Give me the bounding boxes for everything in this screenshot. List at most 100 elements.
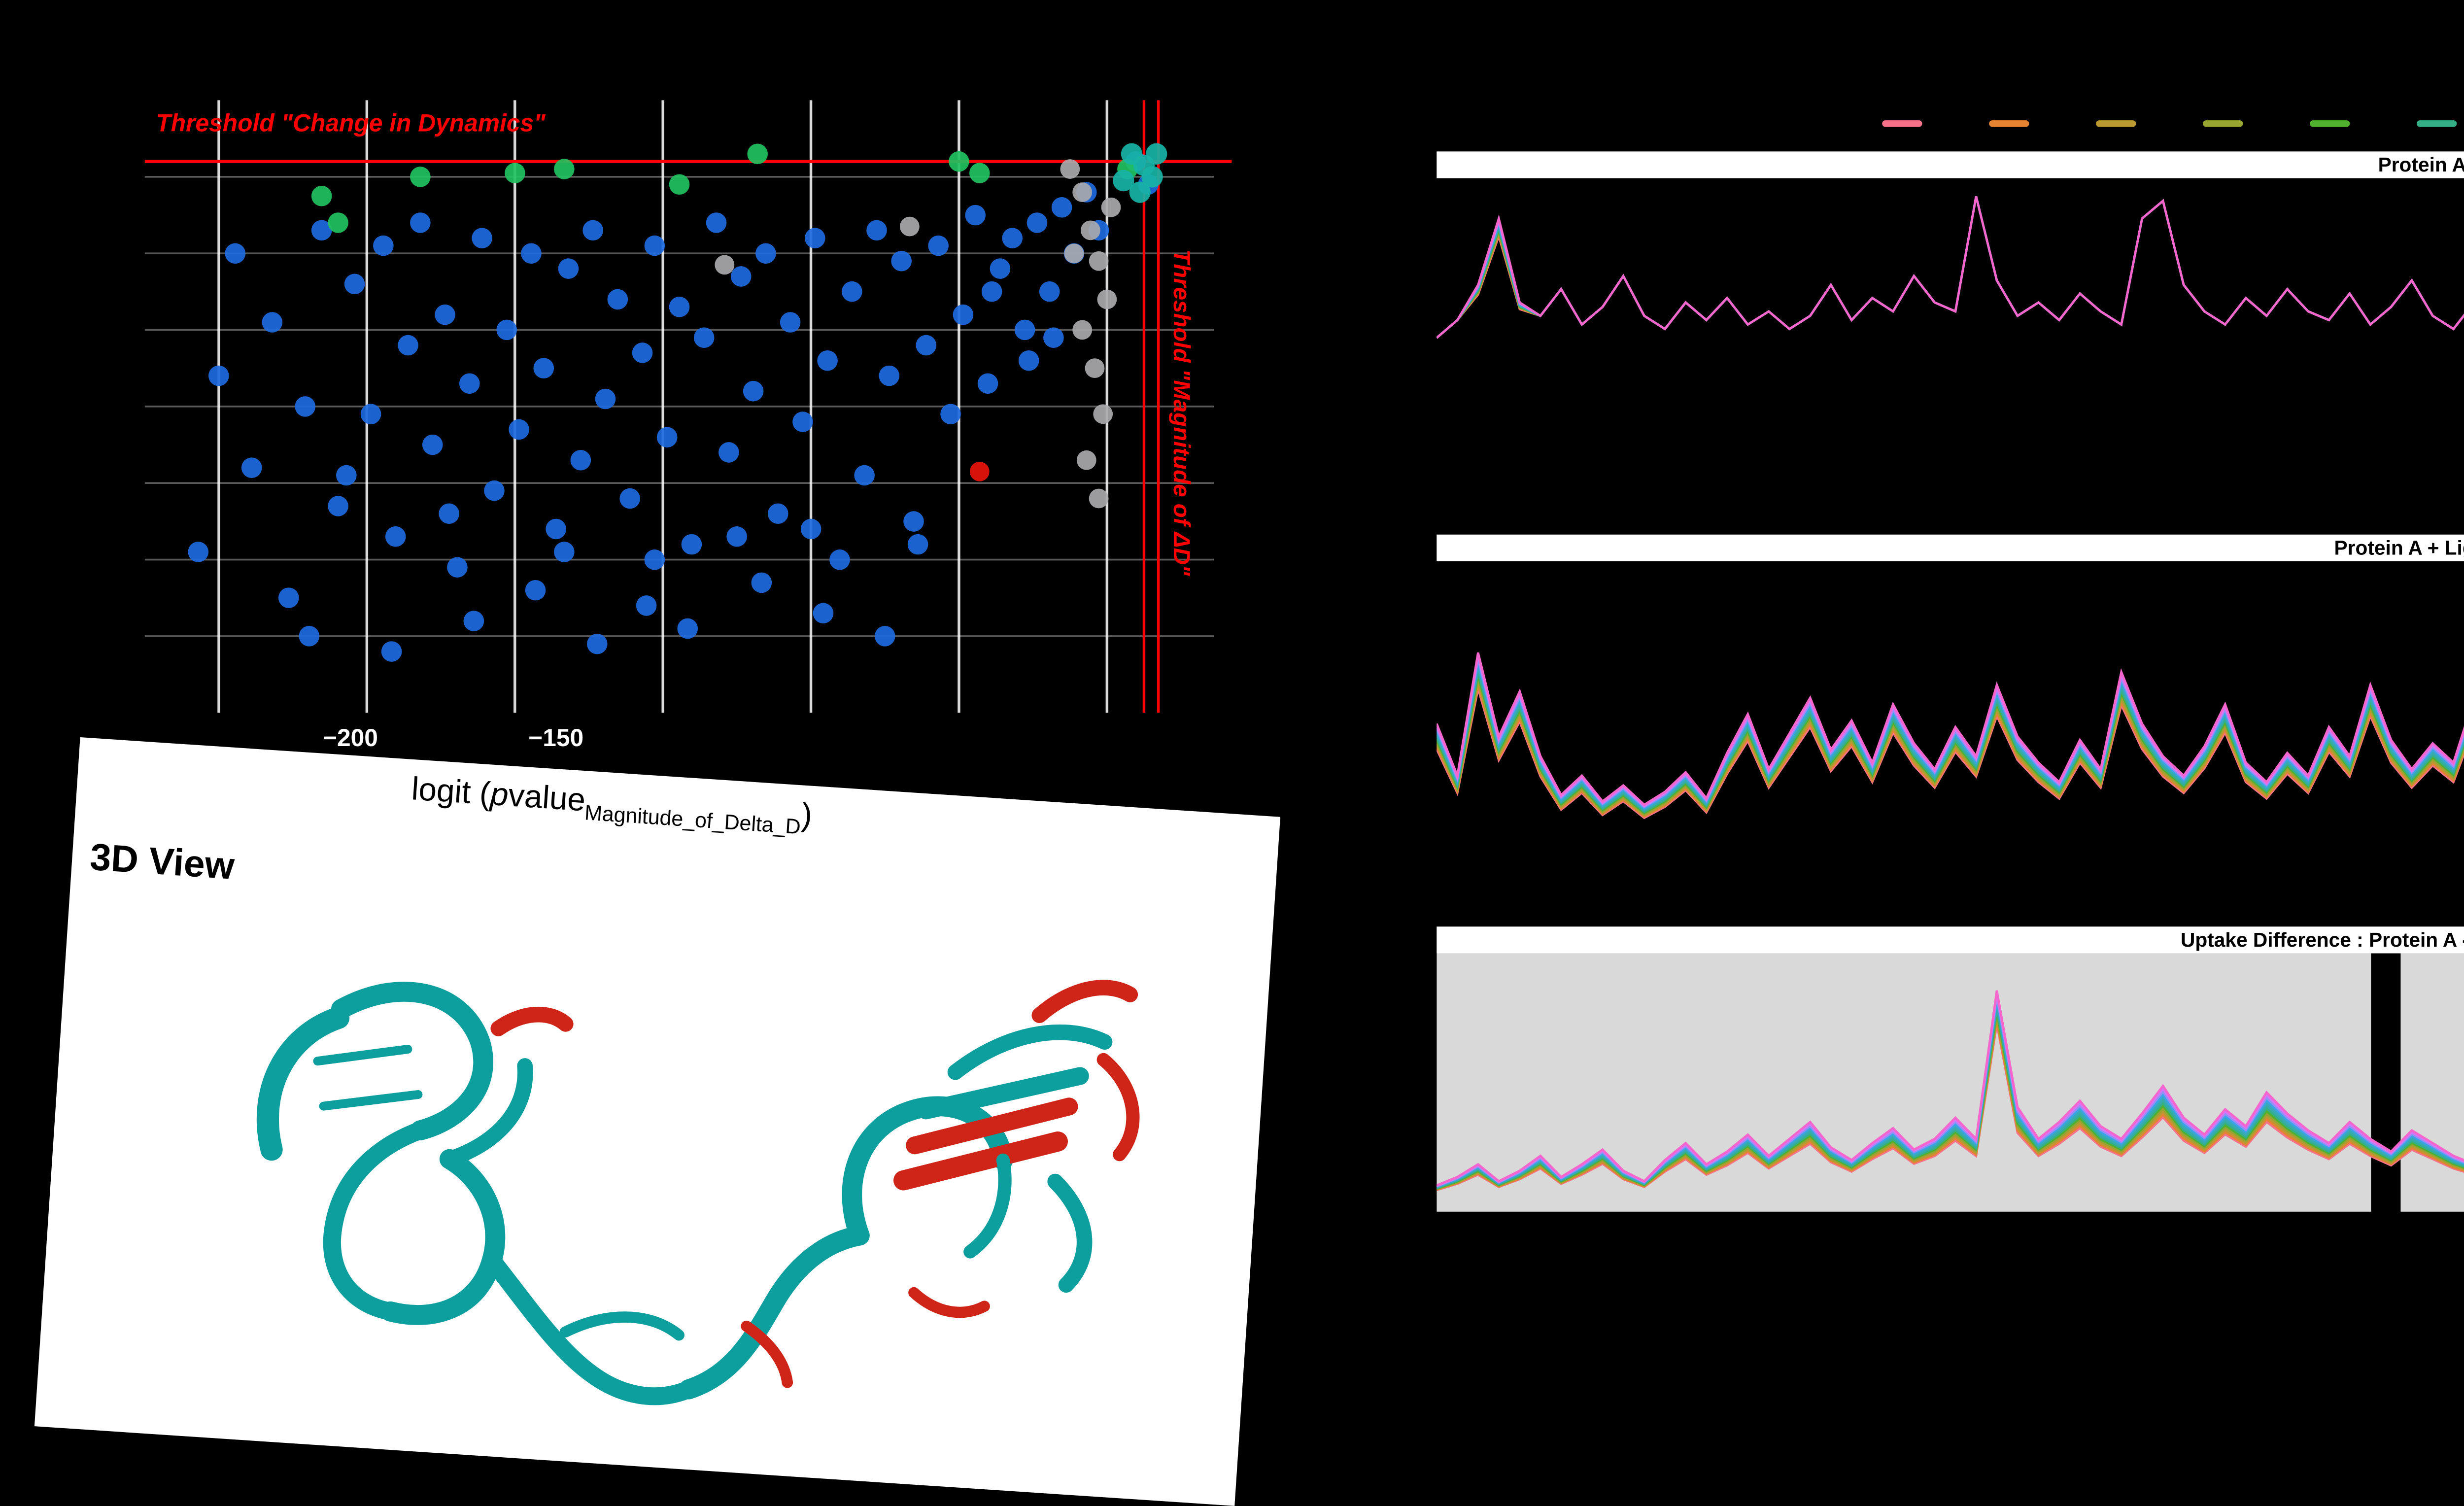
scatter-point-blue-points[interactable] (439, 503, 459, 524)
scatter-point-teal-points[interactable] (1145, 143, 1167, 165)
scatter-point-blue-points[interactable] (595, 388, 616, 410)
scatter-point-gray-points[interactable] (1076, 450, 1096, 470)
scatter-point-blue-points[interactable] (546, 518, 566, 540)
legend-swatch[interactable] (2309, 119, 2349, 128)
scatter-point-blue-points[interactable] (336, 465, 357, 486)
scatter-point-blue-points[interactable] (311, 220, 332, 241)
scatter-point-blue-points[interactable] (188, 542, 209, 562)
scatter-point-gray-points[interactable] (1097, 289, 1117, 309)
scatter-point-blue-points[interactable] (463, 611, 484, 631)
scatter-point-blue-points[interactable] (669, 297, 690, 317)
scatter-point-blue-points[interactable] (866, 220, 887, 241)
scatter-point-blue-points[interactable] (829, 549, 850, 570)
scatter-point-blue-points[interactable] (755, 243, 776, 264)
scatter-point-gray-points[interactable] (1081, 220, 1100, 240)
scatter-point-blue-points[interactable] (632, 342, 653, 363)
scatter-point-gray-points[interactable] (1101, 197, 1121, 217)
scatter-point-blue-points[interactable] (472, 228, 492, 248)
scatter-point-blue-points[interactable] (805, 228, 825, 248)
scatter-point-blue-points[interactable] (521, 243, 542, 264)
scatter-point-gray-points[interactable] (899, 216, 920, 237)
scatter-point-blue-points[interactable] (874, 626, 895, 647)
scatter-point-green-points[interactable] (328, 212, 348, 233)
scatter-point-blue-points[interactable] (677, 618, 698, 639)
scatter-point-blue-points[interactable] (813, 603, 834, 624)
scatter-point-blue-points[interactable] (726, 526, 747, 547)
scatter-point-blue-points[interactable] (558, 258, 579, 279)
scatter-point-blue-points[interactable] (903, 511, 924, 532)
scatter-point-gray-points[interactable] (1085, 358, 1105, 378)
scatter-point-blue-points[interactable] (208, 365, 229, 386)
scatter-point-blue-points[interactable] (328, 496, 348, 516)
protein-a-ligand-chart[interactable] (1437, 561, 2464, 914)
scatter-point-green-points[interactable] (554, 159, 575, 179)
scatter-point-blue-points[interactable] (241, 457, 262, 478)
scatter-point-blue-points[interactable] (385, 526, 406, 547)
series-line[interactable] (1437, 623, 2464, 815)
scatter-point-blue-points[interactable] (554, 542, 575, 562)
legend-swatch[interactable] (2415, 119, 2456, 128)
scatter-point-blue-points[interactable] (484, 480, 505, 501)
scatter-point-blue-points[interactable] (792, 411, 813, 432)
scatter-point-blue-points[interactable] (299, 626, 320, 647)
scatter-point-blue-points[interactable] (262, 312, 283, 333)
scatter-point-blue-points[interactable] (879, 365, 900, 386)
volcano-canvas[interactable] (144, 100, 1232, 713)
scatter-point-gray-points[interactable] (1093, 404, 1113, 424)
series-line[interactable] (1437, 196, 2464, 347)
scatter-point-blue-points[interactable] (780, 312, 801, 333)
legend-swatch[interactable] (2095, 119, 2136, 128)
scatter-point-blue-points[interactable] (730, 266, 752, 287)
scatter-point-blue-points[interactable] (582, 220, 603, 241)
scatter-point-blue-points[interactable] (854, 465, 875, 486)
scatter-point-blue-points[interactable] (344, 274, 365, 295)
scatter-point-blue-points[interactable] (1051, 197, 1072, 218)
legend-swatch[interactable] (1882, 119, 1922, 128)
series-line[interactable] (1437, 196, 2464, 342)
scatter-point-blue-points[interactable] (953, 304, 974, 325)
scatter-point-blue-points[interactable] (636, 595, 657, 616)
legend-swatch[interactable] (2202, 119, 2243, 128)
scatter-point-blue-points[interactable] (398, 335, 418, 356)
scatter-point-green-points[interactable] (669, 174, 690, 195)
scatter-point-blue-points[interactable] (706, 212, 727, 233)
scatter-point-blue-points[interactable] (1027, 212, 1048, 233)
scatter-point-gray-points[interactable] (1060, 159, 1080, 179)
volcano-plot[interactable] (144, 100, 1232, 713)
series-line[interactable] (1437, 575, 2464, 806)
scatter-point-blue-points[interactable] (410, 212, 431, 233)
scatter-point-green-points[interactable] (948, 151, 969, 172)
scatter-point-blue-points[interactable] (278, 587, 299, 608)
scatter-point-blue-points[interactable] (644, 549, 665, 570)
scatter-point-blue-points[interactable] (381, 641, 402, 662)
series-line[interactable] (1437, 196, 2464, 362)
series-line[interactable] (1437, 196, 2464, 396)
scatter-point-red-point[interactable] (969, 461, 990, 481)
series-line[interactable] (1437, 196, 2464, 376)
scatter-point-blue-points[interactable] (435, 304, 455, 325)
scatter-point-blue-points[interactable] (509, 419, 529, 440)
scatter-point-blue-points[interactable] (891, 250, 912, 272)
series-line[interactable] (1437, 196, 2464, 381)
scatter-point-blue-points[interactable] (842, 281, 862, 302)
series-line[interactable] (1437, 990, 2464, 1187)
scatter-point-teal-points[interactable] (1113, 170, 1134, 192)
scatter-point-blue-points[interactable] (928, 235, 949, 256)
scatter-point-blue-points[interactable] (360, 404, 381, 425)
scatter-point-blue-points[interactable] (800, 518, 821, 540)
scatter-point-green-points[interactable] (969, 163, 990, 183)
scatter-point-blue-points[interactable] (1002, 228, 1023, 248)
uptake-diff-chart[interactable] (1437, 953, 2464, 1219)
scatter-point-gray-points[interactable] (1072, 182, 1093, 202)
scatter-point-blue-points[interactable] (916, 335, 937, 356)
series-line[interactable] (1437, 196, 2464, 352)
3d-view-panel[interactable]: logit (pvalueMagnitude_of_Delta_D) 3D Vi… (34, 737, 1281, 1506)
series-line[interactable] (1437, 196, 2464, 367)
scatter-point-blue-points[interactable] (1039, 281, 1060, 302)
scatter-point-gray-points[interactable] (1064, 243, 1084, 264)
scatter-point-blue-points[interactable] (447, 557, 468, 578)
scatter-point-blue-points[interactable] (767, 503, 788, 524)
scatter-point-blue-points[interactable] (422, 434, 443, 455)
protein-a-chart[interactable] (1437, 178, 2464, 524)
scatter-point-blue-points[interactable] (373, 235, 394, 256)
